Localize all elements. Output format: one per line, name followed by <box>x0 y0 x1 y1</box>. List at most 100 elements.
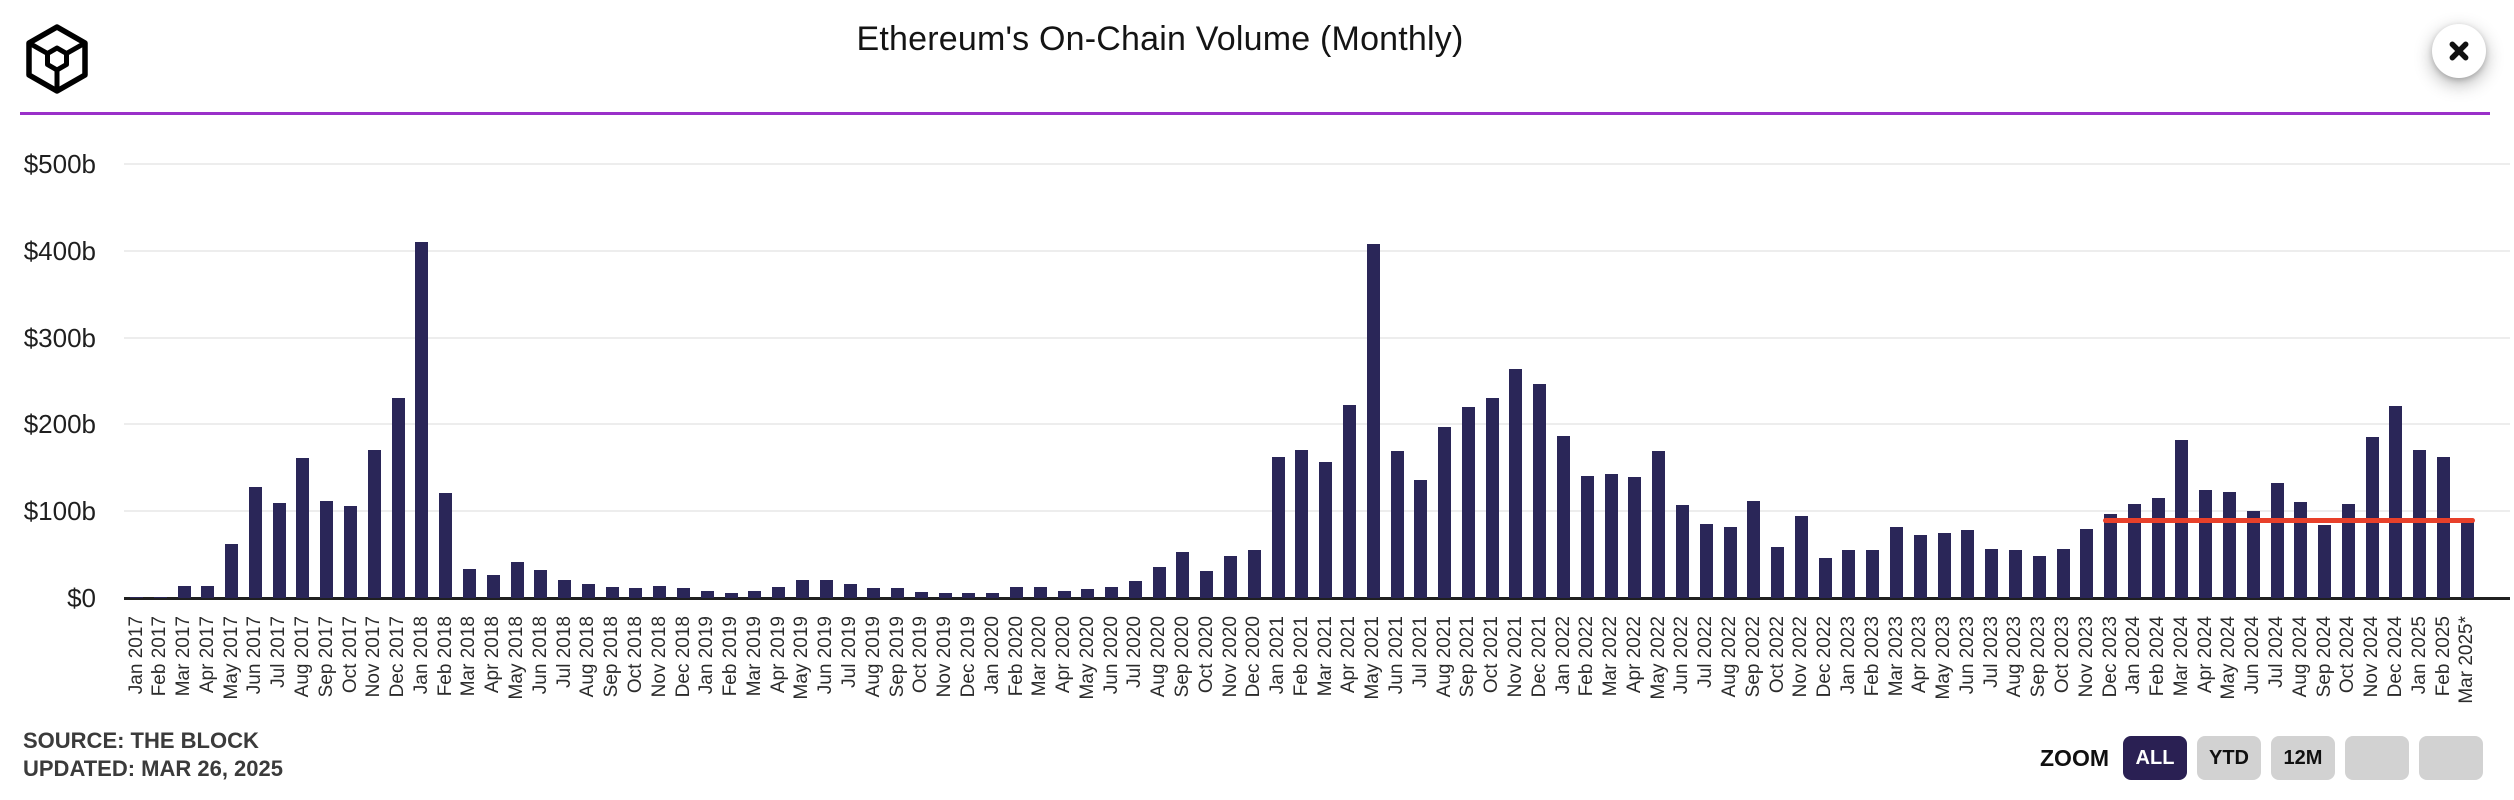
bar[interactable] <box>653 586 667 598</box>
bar[interactable] <box>1842 550 1856 598</box>
bar[interactable] <box>296 458 310 598</box>
bar[interactable] <box>2222 492 2236 598</box>
bar[interactable] <box>2365 437 2379 598</box>
bar[interactable] <box>1247 550 1261 598</box>
bar[interactable] <box>486 575 500 598</box>
bar[interactable] <box>1723 527 1737 598</box>
bar[interactable] <box>2199 490 2213 598</box>
bar[interactable] <box>248 487 262 598</box>
bar[interactable] <box>986 593 1000 598</box>
bar[interactable] <box>130 597 143 598</box>
bar[interactable] <box>1771 547 1785 598</box>
bar[interactable] <box>962 593 976 598</box>
bar[interactable] <box>272 503 286 598</box>
bar[interactable] <box>2270 483 2284 598</box>
bar[interactable] <box>1152 567 1166 598</box>
the-block-cube-logo[interactable] <box>22 23 92 95</box>
bar[interactable] <box>1818 558 1832 598</box>
bar[interactable] <box>819 580 833 598</box>
bar[interactable] <box>1319 462 1333 598</box>
bar[interactable] <box>534 570 548 598</box>
bar[interactable] <box>748 591 762 598</box>
bar[interactable] <box>605 587 619 598</box>
bar[interactable] <box>2151 498 2165 598</box>
bar[interactable] <box>1509 369 1523 598</box>
bar[interactable] <box>1580 476 1594 598</box>
bar[interactable] <box>1913 535 1927 598</box>
bar[interactable] <box>891 588 905 598</box>
bar[interactable] <box>2080 529 2094 598</box>
bar[interactable] <box>2008 550 2022 598</box>
zoom-button-empty-4[interactable] <box>2419 736 2483 780</box>
bar[interactable] <box>201 586 215 598</box>
zoom-button-empty-3[interactable] <box>2345 736 2409 780</box>
bar[interactable] <box>1461 407 1475 598</box>
bar[interactable] <box>2460 520 2474 598</box>
bar[interactable] <box>2056 549 2070 598</box>
bar[interactable] <box>1747 501 1761 598</box>
bar[interactable] <box>1438 427 1452 598</box>
bar[interactable] <box>1342 405 1356 598</box>
bar[interactable] <box>1794 516 1808 598</box>
bar[interactable] <box>1675 505 1689 598</box>
bar[interactable] <box>2032 556 2046 598</box>
bar[interactable] <box>320 501 334 598</box>
bar[interactable] <box>367 450 381 598</box>
bar[interactable] <box>462 569 476 598</box>
bar[interactable] <box>1414 480 1428 598</box>
bar[interactable] <box>629 588 643 598</box>
bar[interactable] <box>177 586 191 598</box>
bar[interactable] <box>1604 474 1618 598</box>
bar[interactable] <box>1485 398 1499 598</box>
bar[interactable] <box>391 398 405 598</box>
bar[interactable] <box>2437 457 2451 598</box>
bar[interactable] <box>938 593 952 598</box>
bar[interactable] <box>2127 504 2141 598</box>
bar[interactable] <box>415 242 429 598</box>
bar[interactable] <box>1128 581 1142 598</box>
bar[interactable] <box>1937 533 1951 598</box>
bar[interactable] <box>2389 406 2403 598</box>
bar[interactable] <box>1866 550 1880 598</box>
bar[interactable] <box>510 562 524 598</box>
bar[interactable] <box>724 593 738 598</box>
bar[interactable] <box>2318 525 2332 598</box>
bar[interactable] <box>795 580 809 598</box>
bar[interactable] <box>1295 450 1309 598</box>
bar[interactable] <box>1961 530 1975 598</box>
bar[interactable] <box>1628 477 1642 598</box>
bar[interactable] <box>843 584 857 598</box>
close-button[interactable] <box>2432 24 2486 78</box>
bar[interactable] <box>2341 504 2355 598</box>
bar[interactable] <box>1200 571 1214 598</box>
bar[interactable] <box>153 597 167 598</box>
bar[interactable] <box>2104 514 2118 598</box>
bar[interactable] <box>1224 556 1238 598</box>
bar[interactable] <box>1390 451 1404 598</box>
zoom-button-all[interactable]: ALL <box>2123 736 2187 780</box>
bar[interactable] <box>1057 591 1071 598</box>
bar[interactable] <box>1176 552 1190 598</box>
zoom-button-ytd[interactable]: YTD <box>2197 736 2261 780</box>
bar[interactable] <box>581 584 595 598</box>
bar[interactable] <box>1033 587 1047 598</box>
bar[interactable] <box>1010 587 1023 598</box>
bar[interactable] <box>1652 451 1666 598</box>
bar[interactable] <box>1985 549 1999 598</box>
bar[interactable] <box>1699 524 1713 598</box>
bar[interactable] <box>2413 450 2427 598</box>
bar[interactable] <box>1557 436 1571 598</box>
bar[interactable] <box>1890 527 1904 598</box>
bar[interactable] <box>558 580 572 598</box>
bar[interactable] <box>772 587 786 598</box>
bar[interactable] <box>1081 589 1095 598</box>
zoom-button-12m[interactable]: 12M <box>2271 736 2335 780</box>
bar[interactable] <box>439 493 453 598</box>
bar[interactable] <box>2246 511 2260 598</box>
bar[interactable] <box>1105 587 1119 598</box>
bar[interactable] <box>1366 244 1380 598</box>
bar[interactable] <box>867 588 881 598</box>
bar[interactable] <box>677 588 691 598</box>
bar[interactable] <box>344 506 358 598</box>
bar[interactable] <box>700 591 714 598</box>
